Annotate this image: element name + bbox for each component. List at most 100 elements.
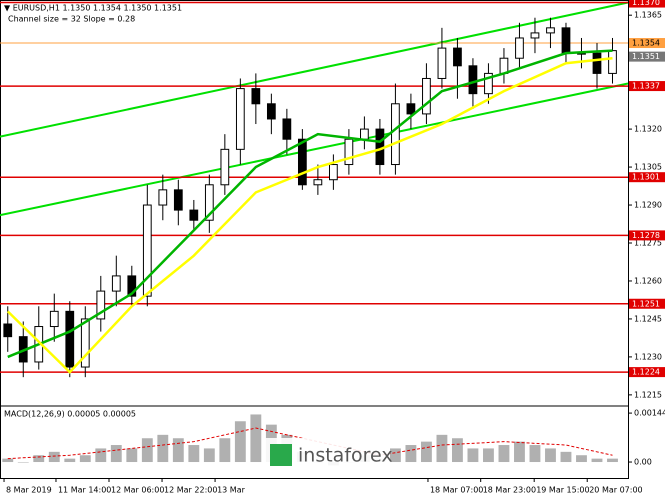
candle-body xyxy=(546,27,555,34)
candle-body xyxy=(468,65,478,95)
candle-body xyxy=(282,118,292,140)
last-price-label: 1.1351 xyxy=(632,52,660,61)
candle-body xyxy=(453,47,462,67)
candle-body xyxy=(329,164,338,181)
x-tick-label: 11 Mar 14:00 xyxy=(58,486,111,495)
chart-subtitle: Channel size = 32 Slope = 0.28 xyxy=(8,15,135,24)
macd-bar xyxy=(203,448,215,463)
candle-body xyxy=(158,189,168,206)
candle-body xyxy=(592,52,602,74)
level-label: 1.1301 xyxy=(632,173,660,182)
candle-body xyxy=(297,138,307,186)
macd-bar xyxy=(126,448,138,463)
candle-body xyxy=(391,103,400,166)
y-tick-label: 1.1290 xyxy=(634,201,662,210)
candle-body xyxy=(204,184,214,221)
candle-body xyxy=(80,318,90,368)
level-box xyxy=(629,81,665,92)
y-tick-label: 1.1305 xyxy=(634,163,662,172)
candle-body xyxy=(111,275,121,292)
candle-body xyxy=(499,57,509,74)
candle-body xyxy=(142,204,152,297)
level-box xyxy=(629,298,665,309)
candle-body xyxy=(235,88,245,150)
candle-body xyxy=(49,310,59,328)
logo-icon xyxy=(270,444,292,466)
macd-bar xyxy=(545,448,556,463)
candle-body xyxy=(96,290,106,320)
macd-bar xyxy=(141,438,153,463)
macd-bar xyxy=(514,441,525,463)
candle-body xyxy=(65,310,75,368)
candle-body xyxy=(437,47,447,79)
y-tick-label: 1.1320 xyxy=(634,125,662,134)
level-box xyxy=(629,230,665,241)
macd-bar xyxy=(234,421,246,463)
macd-bar xyxy=(48,451,60,463)
macd-bar xyxy=(172,438,184,463)
macd-bar xyxy=(560,451,572,463)
macd-bar xyxy=(436,434,448,463)
y-tick-label: 1.1275 xyxy=(634,239,662,248)
level-label: 1.1224 xyxy=(632,368,660,377)
macd-bar xyxy=(219,438,231,463)
level-box xyxy=(629,0,665,8)
candle-body xyxy=(515,37,524,59)
x-tick-label: 20 Mar 07:00 xyxy=(589,486,642,495)
macd-bar xyxy=(79,455,91,463)
macd-bar xyxy=(452,438,463,463)
main-panel xyxy=(0,1,629,378)
macd-bar xyxy=(157,434,169,463)
moving-average xyxy=(7,49,613,359)
macd-bar xyxy=(250,414,262,463)
y-tick-label: 1.1365 xyxy=(634,11,662,20)
last-price-box xyxy=(629,51,665,62)
candle-body xyxy=(422,77,431,115)
candle-body xyxy=(344,138,354,166)
candle-body xyxy=(173,189,183,211)
x-tick-label: 18 Mar 07:00 xyxy=(430,486,483,495)
x-tick-label: 8 Mar 2019 xyxy=(6,486,52,495)
macd-bar xyxy=(591,458,603,463)
x-tick-label: 18 Mar 23:00 xyxy=(483,486,536,495)
candle-body xyxy=(360,128,369,140)
macd-bar xyxy=(420,441,432,463)
plot-frame xyxy=(0,0,629,479)
candle-body xyxy=(266,103,276,120)
candle-body xyxy=(406,103,416,115)
x-tick-label: 12 Mar 06:00 xyxy=(111,486,164,495)
candle-body xyxy=(484,72,493,95)
resistance-label: 1.1354 xyxy=(632,39,660,48)
macd-bar xyxy=(2,458,14,463)
macd-bar xyxy=(607,458,618,463)
candle-body xyxy=(3,323,13,338)
resistance-box xyxy=(629,38,665,49)
level-label: 1.1337 xyxy=(632,82,660,91)
chart-title: ▼ EURUSD,H1 1.1350 1.1354 1.1350 1.1351 xyxy=(4,4,182,13)
logo: instaforex xyxy=(262,438,393,474)
candle-body xyxy=(561,27,571,54)
candle-body xyxy=(608,50,617,74)
level-box xyxy=(629,172,665,183)
level-label: 1.1370 xyxy=(632,0,660,7)
y-tick-label: 1.1215 xyxy=(634,390,662,399)
candle-body xyxy=(189,209,199,221)
candle-body xyxy=(530,32,540,39)
macd-bar xyxy=(576,455,587,463)
macd-bar xyxy=(467,448,479,463)
macd-panel xyxy=(2,414,618,466)
candle-body xyxy=(313,179,323,186)
y-tick-label: 1.1230 xyxy=(634,352,662,361)
y-tick-label: 1.1245 xyxy=(634,314,662,323)
y-tick-label: 1.1260 xyxy=(634,276,662,285)
level-box xyxy=(629,367,665,378)
macd-y-tick-label: 0.00144 xyxy=(634,409,665,418)
level-label: 1.1251 xyxy=(632,299,660,308)
candle-body xyxy=(220,148,230,186)
macd-bar xyxy=(483,448,494,463)
channel-line xyxy=(0,1,629,138)
x-tick-label: 19 Mar 15:00 xyxy=(536,486,589,495)
macd-bar xyxy=(33,455,45,463)
level-label: 1.1278 xyxy=(632,231,660,240)
